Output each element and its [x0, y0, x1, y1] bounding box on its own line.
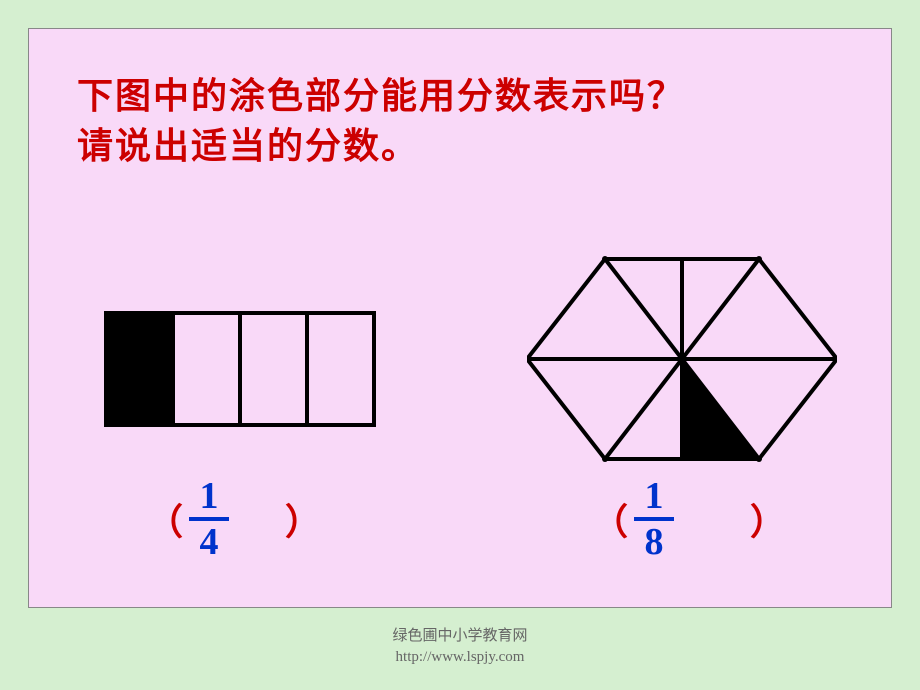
slide-container: 下图中的涂色部分能用分数表示吗？ 请说出适当的分数。	[28, 28, 892, 608]
denominator: 8	[634, 517, 674, 561]
fraction-2: 1 8	[634, 477, 674, 561]
paren-right: ）	[285, 493, 321, 545]
rect-cell-filled	[108, 315, 175, 423]
paren-left: （	[147, 493, 183, 545]
numerator: 1	[200, 477, 219, 517]
numerator: 1	[645, 477, 664, 517]
question-line-2: 请说出适当的分数。	[77, 121, 685, 171]
footer: 绿色圃中小学教育网 http://www.lspjy.com	[392, 626, 527, 668]
fraction-1: 1 4	[189, 477, 229, 561]
rect-cell-empty	[175, 315, 242, 423]
rect-cell-empty	[242, 315, 309, 423]
denominator: 4	[189, 517, 229, 561]
paren-left: （	[592, 493, 628, 545]
hexagon-diagram	[527, 254, 837, 464]
vertex-dot	[756, 256, 762, 262]
footer-link[interactable]: http://www.lspjy.com	[396, 649, 525, 665]
vertex-dot	[602, 256, 608, 262]
footer-text: 绿色圃中小学教育网	[392, 626, 527, 647]
hexagon-svg	[527, 254, 837, 464]
answer-2: （ 1 8 ）	[592, 477, 786, 561]
question-line-1: 下图中的涂色部分能用分数表示吗？	[77, 71, 685, 121]
vertex-dot	[602, 456, 608, 462]
paren-right: ）	[750, 493, 786, 545]
vertex-dot	[756, 456, 762, 462]
answer-1: （ 1 4 ）	[147, 477, 321, 561]
question-text: 下图中的涂色部分能用分数表示吗？ 请说出适当的分数。	[77, 71, 685, 172]
rectangle-diagram	[104, 311, 376, 427]
rect-cell-empty	[309, 315, 372, 423]
